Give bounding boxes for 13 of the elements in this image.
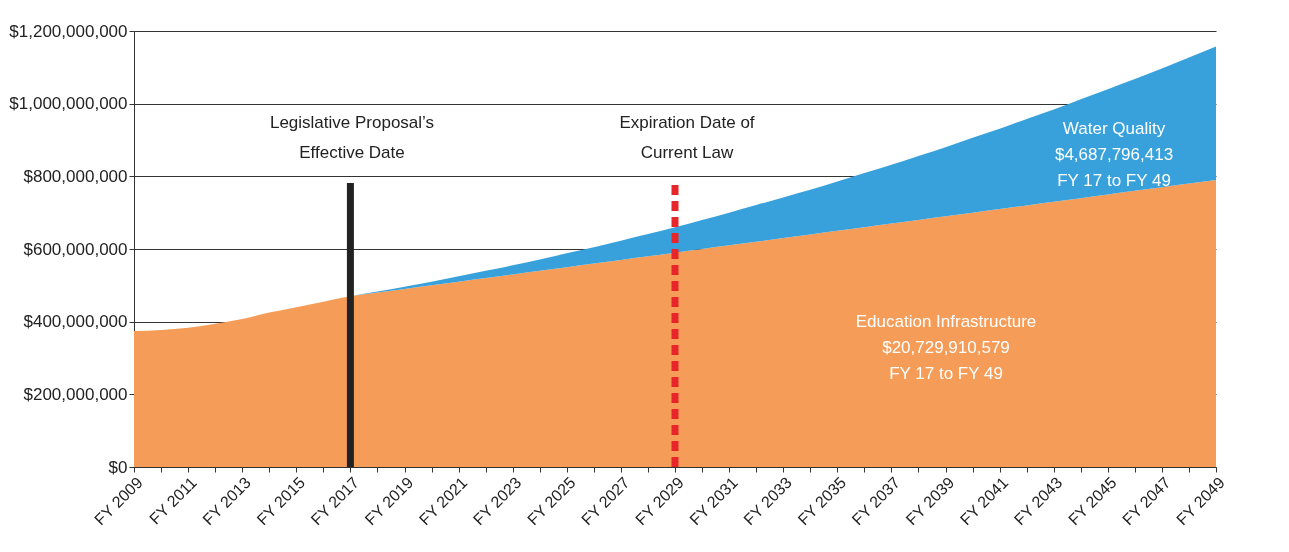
y-tick-label: $200,000,000 [23, 384, 128, 404]
annotation: $20,729,910,579 FY 17 to FY 49 [882, 338, 1010, 383]
y-tick-label: $400,000,000 [23, 312, 128, 332]
y-tick-label: $1,000,000,000 [9, 94, 128, 114]
y-tick-label: $0 [108, 457, 128, 477]
y-tick-label: $1,200,000,000 [9, 21, 128, 41]
y-tick-label: $600,000,000 [23, 239, 128, 259]
ref-line-label: Expiration Date of Current Law [619, 113, 755, 162]
y-tick-label: $800,000,000 [23, 166, 128, 186]
ref-line-label: Legislative Proposal’s Effective Date [269, 113, 435, 162]
series-label: Education Infrastructure [855, 312, 1037, 331]
series-label: Water Quality [1062, 119, 1166, 138]
annotation: $4,687,796,413 FY 17 to FY 49 [1054, 145, 1174, 190]
